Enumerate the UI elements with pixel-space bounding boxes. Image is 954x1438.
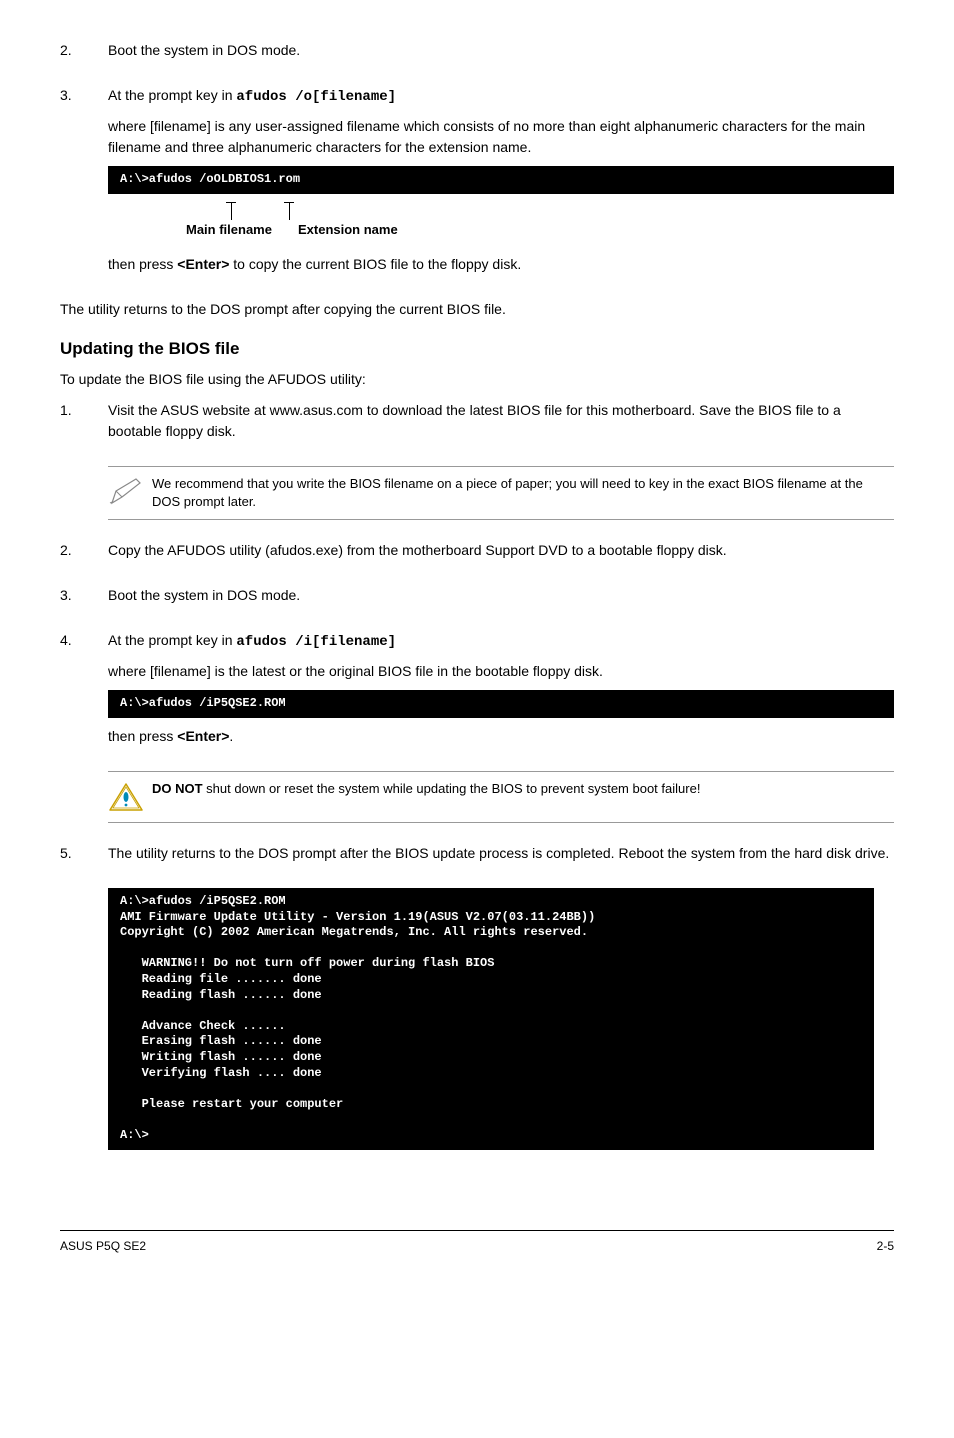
footer-left: ASUS P5Q SE2 [60,1237,146,1255]
after-text: then press [108,256,177,272]
step-number: 3. [60,585,108,614]
intro-update: To update the BIOS file using the AFUDOS… [60,369,894,390]
step-content: The utility returns to the DOS prompt af… [108,843,894,872]
note-text: We recommend that you write the BIOS fil… [152,475,894,511]
step-number: 4. [60,630,108,755]
after-text2: to copy the current BIOS file to the flo… [229,256,521,272]
note-warning: DO NOT shut down or reset the system whi… [108,771,894,823]
step-content: At the prompt key in afudos /o[filename]… [108,85,894,283]
note-text: DO NOT shut down or reset the system whi… [152,780,894,798]
step-3: 3. At the prompt key in afudos /o[filena… [60,85,894,283]
step-intro: At the prompt key in afudos /o[filename] [108,85,894,108]
update-step-4: 4. At the prompt key in afudos /i[filena… [60,630,894,755]
command-text: afudos /i[filename] [236,634,396,650]
step-content: Visit the ASUS website at www.asus.com t… [108,400,894,450]
step-number: 5. [60,843,108,872]
command-text: afudos /o[filename] [236,89,396,105]
step-number: 2. [60,540,108,569]
step-content: Boot the system in DOS mode. [108,40,894,69]
step-number: 3. [60,85,108,283]
step-intro: At the prompt key in afudos /i[filename] [108,630,894,653]
enter-key: <Enter> [177,256,229,272]
line [289,202,290,220]
after-text2: . [229,728,233,744]
step-number: 2. [60,40,108,69]
note-paper: We recommend that you write the BIOS fil… [108,466,894,520]
note-body: We recommend that you write the BIOS fil… [152,475,894,511]
step-text: Boot the system in DOS mode. [108,40,894,61]
step-content: At the prompt key in afudos /i[filename]… [108,630,894,755]
step-content: Boot the system in DOS mode. [108,585,894,614]
step-text: Visit the ASUS website at www.asus.com t… [108,400,894,442]
step-content: Copy the AFUDOS utility (afudos.exe) fro… [108,540,894,569]
pencil-icon [108,475,152,507]
annotation: Main filename Extension name [108,202,894,242]
update-step-1: 1. Visit the ASUS website at www.asus.co… [60,400,894,450]
line [231,202,232,220]
utility-return: The utility returns to the DOS prompt af… [60,299,894,320]
footer-right: 2-5 [877,1237,894,1255]
after-text: then press [108,728,177,744]
terminal-output: A:\>afudos /oOLDBIOS1.rom [108,166,894,194]
note-rest: shut down or reset the system while upda… [203,781,701,796]
step-description: where [filename] is the latest or the or… [108,661,894,682]
footer: ASUS P5Q SE2 2-5 [60,1230,894,1255]
step-text: The utility returns to the DOS prompt af… [108,843,894,864]
terminal-output: A:\>afudos /iP5QSE2.ROM [108,690,894,718]
update-step-3: 3. Boot the system in DOS mode. [60,585,894,614]
anno-extension-name: Extension name [298,220,398,240]
step-description: where [filename] is any user-assigned fi… [108,116,894,158]
anno-main-filename: Main filename [186,220,272,240]
heading-updating-bios: Updating the BIOS file [60,336,894,362]
step-after: then press <Enter> to copy the current B… [108,254,894,275]
step-number: 1. [60,400,108,450]
update-step-2: 2. Copy the AFUDOS utility (afudos.exe) … [60,540,894,569]
warning-icon [108,780,152,814]
step-text: Copy the AFUDOS utility (afudos.exe) fro… [108,540,894,561]
step-2: 2. Boot the system in DOS mode. [60,40,894,69]
step-text: Boot the system in DOS mode. [108,585,894,606]
intro-text: At the prompt key in [108,632,236,648]
enter-key: <Enter> [177,728,229,744]
step-after: then press <Enter>. [108,726,894,747]
terminal-output-final: A:\>afudos /iP5QSE2.ROM AMI Firmware Upd… [108,888,874,1150]
update-step-5: 5. The utility returns to the DOS prompt… [60,843,894,872]
intro-text: At the prompt key in [108,87,236,103]
note-body: DO NOT shut down or reset the system whi… [152,780,894,798]
do-not: DO NOT [152,781,203,796]
